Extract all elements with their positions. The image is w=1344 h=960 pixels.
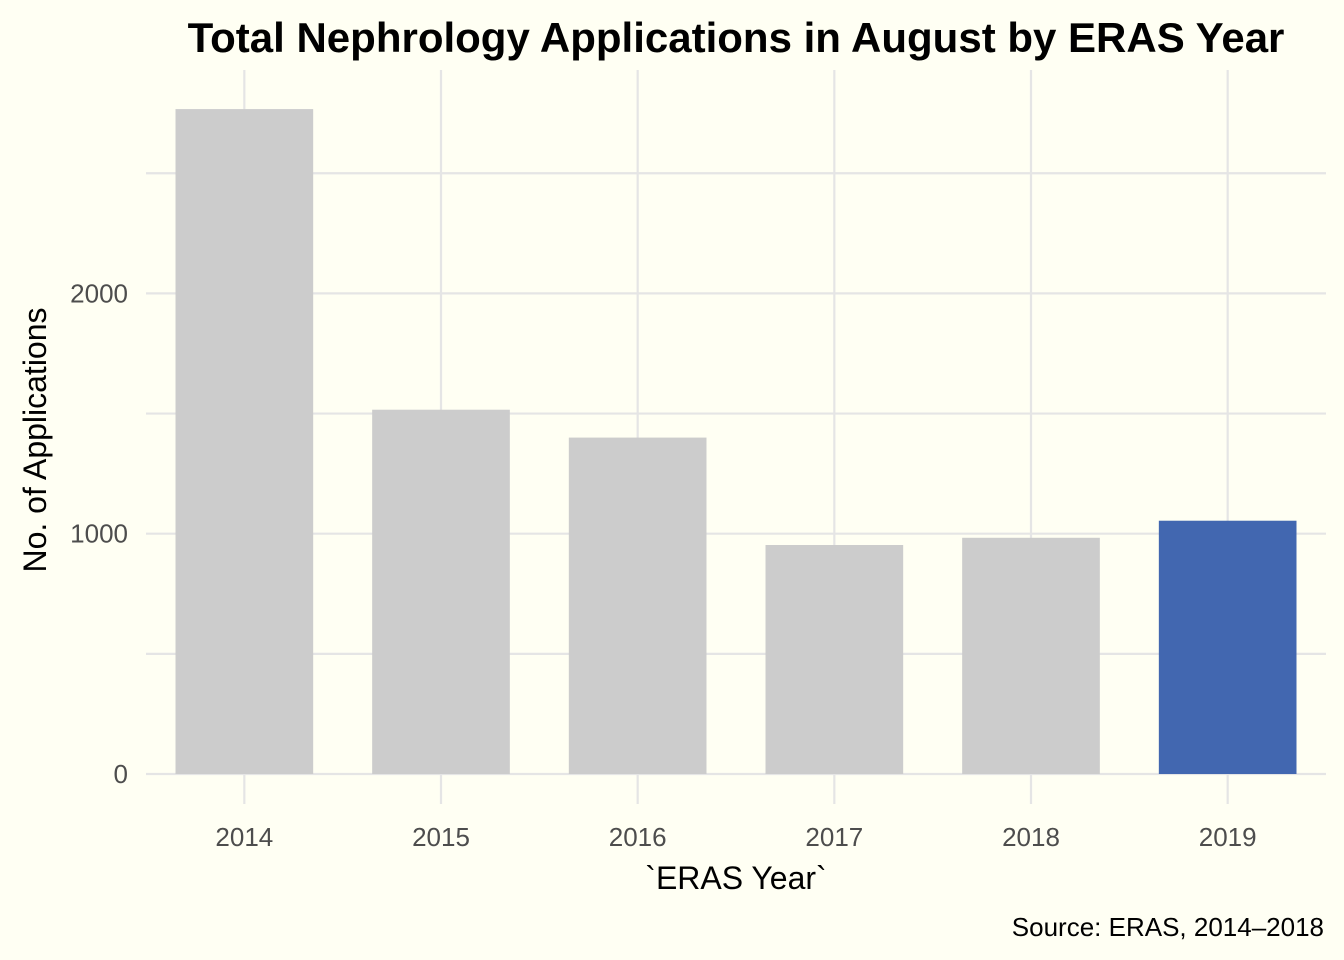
chart-title: Total Nephrology Applications in August …	[188, 14, 1285, 61]
x-tick-label: 2014	[215, 822, 273, 852]
x-axis-tick-labels: 2014 2015 2016 2017 2018 2019	[215, 822, 1256, 852]
bars	[175, 109, 1297, 774]
x-tick-label: 2018	[1002, 822, 1060, 852]
y-axis-tick-labels: 0 1000 2000	[70, 278, 128, 789]
bar-2019	[1158, 520, 1297, 774]
bar-2017	[765, 544, 904, 774]
x-tick-label: 2016	[609, 822, 667, 852]
x-tick-label: 2017	[805, 822, 863, 852]
bar-2014	[175, 109, 314, 774]
y-tick-label: 1000	[70, 519, 128, 549]
horizontal-gridlines	[146, 172, 1326, 776]
y-tick-label: 2000	[70, 278, 128, 308]
source-caption: Source: ERAS, 2014–2018	[1012, 912, 1324, 942]
y-tick-label: 0	[114, 759, 128, 789]
bar-2015	[372, 409, 510, 774]
bar-2018	[962, 537, 1100, 774]
bar-2016	[568, 437, 707, 774]
x-tick-label: 2015	[412, 822, 470, 852]
x-axis-title: `ERAS Year`	[645, 860, 826, 896]
x-tick-label: 2019	[1199, 822, 1257, 852]
y-axis-title: No. of Applications	[17, 307, 53, 572]
